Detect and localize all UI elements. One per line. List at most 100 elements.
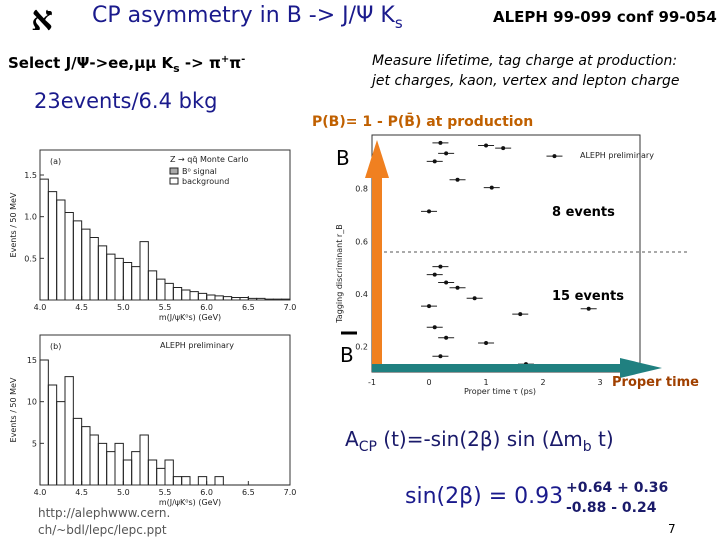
point — [472, 296, 477, 301]
arrow-shaft — [372, 364, 622, 372]
b-label: B — [336, 146, 350, 170]
point — [484, 143, 489, 148]
point — [427, 209, 432, 214]
caption: ALEPH preliminary — [580, 151, 654, 160]
point — [432, 159, 437, 164]
y-tick-label: 1.5 — [24, 171, 37, 180]
tag-definition: P(B)= 1 - P(B̄) at production — [312, 111, 533, 130]
point — [484, 341, 489, 346]
legend-swatch — [169, 167, 179, 175]
y-tick-label: 10 — [27, 398, 37, 407]
x-tick-label: 4.0 — [34, 303, 47, 312]
x-tick-label: 3 — [598, 378, 603, 387]
y-tick-label: 0.2 — [355, 343, 368, 352]
url-1: http://alephwww.cern. — [38, 506, 170, 520]
x-tick-label: 7.0 — [284, 488, 297, 497]
url-2: ch/~bdl/lepc/lepc.ppt — [38, 523, 167, 537]
point — [444, 151, 449, 156]
point — [432, 272, 437, 277]
y-tick-label: 0.8 — [355, 185, 368, 194]
arrow-shaft — [372, 175, 382, 365]
measure-2: jet charges, kaon, vertex and lepton cha… — [370, 73, 680, 89]
f: A — [345, 427, 359, 451]
title-sub: s — [395, 14, 403, 32]
panel-label: (b) — [50, 342, 61, 351]
x-tick-label: 5.5 — [159, 488, 172, 497]
x-tick-label: 5.5 — [159, 303, 172, 312]
sel: s — [173, 62, 180, 75]
legend-text: background — [182, 177, 229, 186]
point — [438, 264, 443, 269]
y-tick-label: 5 — [32, 439, 37, 448]
x-axis-label: Proper time τ (ps) — [464, 387, 536, 396]
x-tick-label: 7.0 — [284, 303, 297, 312]
result-lower: -0.88 - 0.24 — [566, 500, 657, 516]
x-tick-label: -1 — [368, 378, 376, 387]
panel-label: (a) — [50, 157, 61, 166]
point — [455, 285, 460, 290]
point — [438, 354, 443, 359]
point — [444, 335, 449, 340]
page-number: 7 — [668, 522, 676, 536]
point — [438, 140, 443, 145]
x-tick-label: 2 — [541, 378, 546, 387]
point — [489, 185, 494, 190]
point — [432, 325, 437, 330]
y-tick-label: 0.6 — [355, 237, 368, 246]
reference: ALEPH 99-099 conf 99-054 — [493, 8, 717, 26]
x-tick-label: 1 — [483, 378, 488, 387]
arrow-head — [620, 358, 662, 378]
x-tick-label: 4.0 — [34, 488, 47, 497]
x-axis-label: m(J/ψK⁰s) (GeV) — [159, 313, 221, 322]
x-tick-label: 5.0 — [117, 488, 130, 497]
title-text: CP asymmetry in B -> J/Ψ K — [92, 3, 395, 28]
x-tick-label: 4.5 — [75, 303, 88, 312]
x-tick-label: 5.0 — [117, 303, 130, 312]
f: t) — [592, 427, 614, 451]
sel: - — [241, 54, 245, 65]
y-axis-label: Tagging discriminant r_B — [335, 224, 344, 323]
point — [518, 312, 523, 317]
y-tick-label: 1.0 — [24, 213, 37, 222]
y-axis-label: Events / 50 MeV — [9, 377, 18, 442]
x-tick-label: 0 — [426, 378, 431, 387]
measure-1: Measure lifetime, tag charge at producti… — [372, 53, 677, 69]
point — [586, 306, 591, 311]
x-axis-label: m(J/ψK⁰s) (GeV) — [159, 498, 221, 507]
formula: ACP (t)=-sin(2β) sin (Δmb t) — [345, 427, 614, 455]
histogram-bin — [281, 298, 291, 300]
selection: Select J/Ψ->ee,μμ Ks -> π+π- — [8, 54, 245, 75]
x-tick-label: 6.5 — [242, 303, 255, 312]
x-tick-label: 6.0 — [200, 303, 213, 312]
sel: + — [221, 54, 229, 65]
plots: 4.0 4.5 5.0 5.5 6.0 6.5 7.0 0.5 1.0 1.5 Events / 5… — [9, 134, 699, 507]
histogram-bin — [164, 459, 174, 485]
f: b — [583, 439, 592, 455]
x-tick-label: 6.0 — [200, 488, 213, 497]
histogram-bin — [181, 476, 191, 485]
y-tick-label: 0.4 — [355, 290, 368, 299]
bbar-label: B — [340, 343, 354, 367]
title: CP asymmetry in B -> J/Ψ Ks — [92, 3, 403, 32]
legend-text: B⁰ signal — [182, 167, 217, 176]
arrow-head — [365, 140, 389, 178]
legend-swatch — [169, 177, 179, 185]
x-tick-label: 6.5 — [242, 488, 255, 497]
logo: א — [31, 1, 53, 38]
result: sin(2β) = 0.93 — [405, 484, 563, 509]
histogram-bin — [197, 476, 208, 485]
sel: π — [229, 54, 241, 72]
count: 15 events — [552, 289, 624, 304]
x-tick-label: 4.5 — [75, 488, 88, 497]
point — [427, 304, 432, 309]
point — [501, 146, 506, 151]
point — [444, 280, 449, 285]
y-tick-label: 0.5 — [24, 254, 37, 263]
sel: -> π — [180, 54, 221, 72]
histogram-bin — [214, 476, 224, 485]
f: CP — [359, 439, 377, 455]
arrow-label: Proper time — [612, 375, 699, 390]
f: (t)=-sin(2β) sin (Δm — [377, 427, 583, 451]
count: 8 events — [552, 205, 615, 220]
